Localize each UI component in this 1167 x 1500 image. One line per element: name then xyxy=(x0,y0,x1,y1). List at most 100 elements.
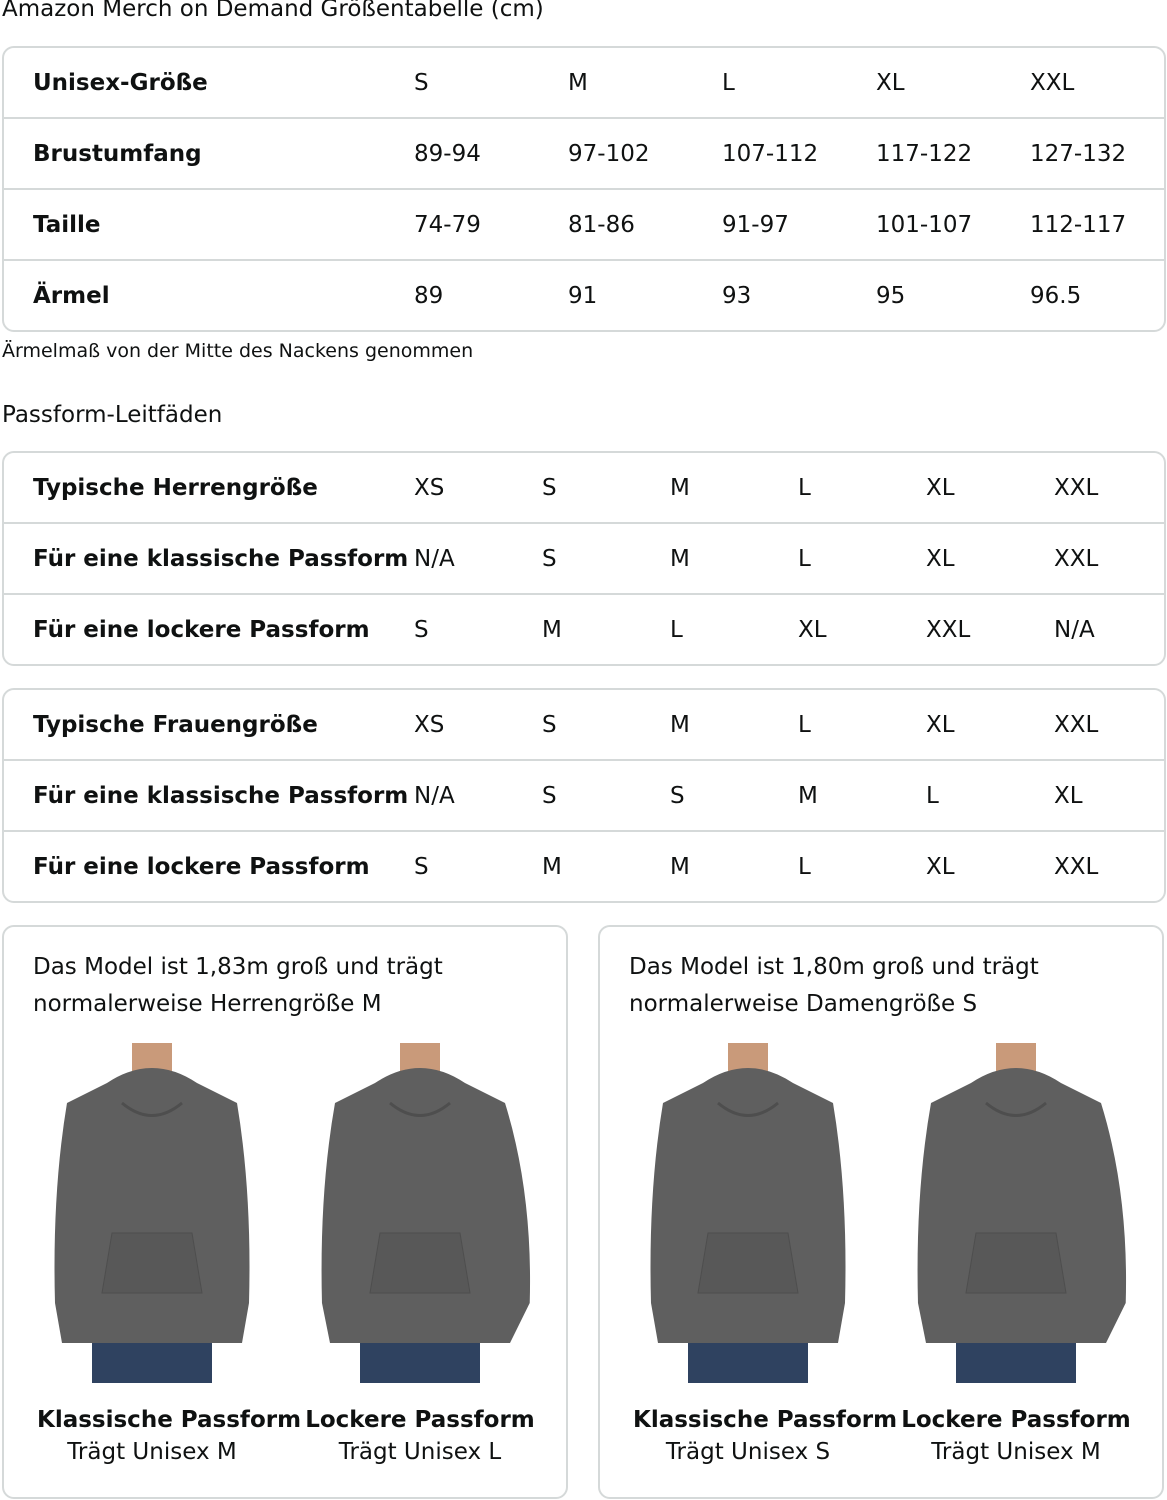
row-label: Ärmel xyxy=(33,282,110,309)
table-cell: S xyxy=(670,782,685,809)
table-cell: L xyxy=(798,474,811,501)
table-row: Unisex-Größe S M L XL XXL xyxy=(4,48,1164,117)
table-cell: XS xyxy=(414,474,445,501)
table-cell: XL xyxy=(1054,782,1083,809)
women-fit-table: Typische Frauengröße XS S M L XL XXL Für eine k… xyxy=(2,688,1166,903)
table-cell: L xyxy=(670,616,683,643)
row-label: Brustumfang xyxy=(33,140,202,167)
table-cell: 96.5 xyxy=(1030,282,1082,309)
table-cell: XXL xyxy=(1054,545,1099,572)
model-info-line: Das Model ist 1,80m groß und trägt xyxy=(629,954,1039,980)
table-cell: 107-112 xyxy=(722,140,819,167)
table-row: Typische Frauengröße XS S M L XL XXL xyxy=(4,690,1164,759)
table-cell: 97-102 xyxy=(568,140,650,167)
table-cell: L xyxy=(798,545,811,572)
model-photo xyxy=(321,1043,531,1383)
table-cell: 89-94 xyxy=(414,140,481,167)
table-cell: M xyxy=(670,711,690,738)
model-figure: Lockere Passform Trägt Unisex L xyxy=(305,1043,535,1465)
table-cell: 101-107 xyxy=(876,211,973,238)
model-figure: Klassische Passform Trägt Unisex M xyxy=(37,1043,302,1465)
table-cell: XL xyxy=(926,545,955,572)
table-cell: 117-122 xyxy=(876,140,973,167)
page-title: Amazon Merch on Demand Größentabelle (cm… xyxy=(2,0,544,22)
fit-guide-heading: Passform-Leitfäden xyxy=(2,402,223,428)
row-label: Unisex-Größe xyxy=(33,69,208,96)
unisex-size-table: Unisex-Größe S M L XL XXL Brustumfang 89-94 97-1… xyxy=(2,46,1166,332)
table-row: Brustumfang 89-94 97-102 107-112 117-122 127-… xyxy=(4,117,1164,188)
table-cell: M xyxy=(542,853,562,880)
table-cell: 93 xyxy=(722,282,752,309)
table-cell: L xyxy=(926,782,939,809)
table-cell: XXL xyxy=(926,616,971,643)
table-row: Für eine lockere Passform S M M L XL XXL xyxy=(4,830,1164,901)
table-cell: XL xyxy=(926,474,955,501)
table-cell: L xyxy=(798,853,811,880)
table-row: Ärmel 89 91 93 95 96.5 xyxy=(4,259,1164,330)
table-cell: XXL xyxy=(1054,853,1099,880)
fit-title: Klassische Passform xyxy=(37,1407,302,1433)
sleeve-note: Ärmelmaß von der Mitte des Nackens genom… xyxy=(2,340,474,362)
fit-size: Trägt Unisex L xyxy=(338,1439,502,1465)
table-cell: XL xyxy=(926,711,955,738)
row-label: Typische Herrengröße xyxy=(33,474,318,501)
men-model-card: Das Model ist 1,83m groß und trägt normal… xyxy=(2,925,568,1499)
fit-title: Lockere Passform xyxy=(305,1407,535,1433)
table-cell: XXL xyxy=(1054,474,1099,501)
model-figure: Lockere Passform Trägt Unisex M xyxy=(901,1043,1131,1465)
table-cell: N/A xyxy=(1054,616,1095,643)
table-cell: 112-117 xyxy=(1030,211,1127,238)
fit-title: Lockere Passform xyxy=(901,1407,1131,1433)
table-cell: 127-132 xyxy=(1030,140,1127,167)
model-photo xyxy=(917,1043,1127,1383)
table-cell: S xyxy=(414,69,429,96)
table-cell: S xyxy=(414,853,429,880)
table-cell: M xyxy=(670,474,690,501)
row-label: Typische Frauengröße xyxy=(33,711,318,738)
table-cell: S xyxy=(542,474,557,501)
table-cell: XL xyxy=(798,616,827,643)
table-cell: 74-79 xyxy=(414,211,481,238)
row-label: Für eine lockere Passform xyxy=(33,853,370,880)
women-model-card: Das Model ist 1,80m groß und trägt normal… xyxy=(598,925,1164,1499)
table-row: Für eine lockere Passform S M L XL XXL N/A xyxy=(4,593,1164,664)
fit-title: Klassische Passform xyxy=(633,1407,898,1433)
model-photo xyxy=(650,1043,846,1383)
table-cell: N/A xyxy=(414,545,455,572)
table-row: Typische Herrengröße XS S M L XL XXL xyxy=(4,453,1164,522)
table-cell: 91 xyxy=(568,282,598,309)
model-info-line: normalerweise Herrengröße M xyxy=(33,991,382,1017)
table-cell: S xyxy=(542,711,557,738)
men-fit-table: Typische Herrengröße XS S M L XL XXL Für eine k… xyxy=(2,451,1166,666)
table-row: Taille 74-79 81-86 91-97 101-107 112-117 xyxy=(4,188,1164,259)
table-cell: M xyxy=(568,69,588,96)
table-cell: M xyxy=(542,616,562,643)
table-cell: S xyxy=(414,616,429,643)
table-cell: XS xyxy=(414,711,445,738)
table-cell: L xyxy=(798,711,811,738)
row-label: Für eine lockere Passform xyxy=(33,616,370,643)
table-cell: S xyxy=(542,545,557,572)
table-cell: 95 xyxy=(876,282,906,309)
table-row: Für eine klassische Passform N/A S S M L XL xyxy=(4,759,1164,830)
table-cell: M xyxy=(670,853,690,880)
table-cell: M xyxy=(798,782,818,809)
table-cell: S xyxy=(542,782,557,809)
model-photo xyxy=(54,1043,250,1383)
model-info-line: Das Model ist 1,83m groß und trägt xyxy=(33,954,443,980)
table-cell: XL xyxy=(926,853,955,880)
row-label: Für eine klassische Passform xyxy=(33,545,409,572)
model-figure: Klassische Passform Trägt Unisex S xyxy=(633,1043,898,1465)
table-cell: XXL xyxy=(1054,711,1099,738)
row-label: Für eine klassische Passform xyxy=(33,782,409,809)
row-label: Taille xyxy=(33,211,101,238)
fit-size: Trägt Unisex M xyxy=(931,1439,1101,1465)
fit-size: Trägt Unisex S xyxy=(665,1439,831,1465)
table-cell: 89 xyxy=(414,282,444,309)
table-cell: L xyxy=(722,69,735,96)
table-cell: XXL xyxy=(1030,69,1075,96)
table-cell: M xyxy=(670,545,690,572)
model-info-line: normalerweise Damengröße S xyxy=(629,991,978,1017)
table-cell: 91-97 xyxy=(722,211,789,238)
table-cell: 81-86 xyxy=(568,211,635,238)
